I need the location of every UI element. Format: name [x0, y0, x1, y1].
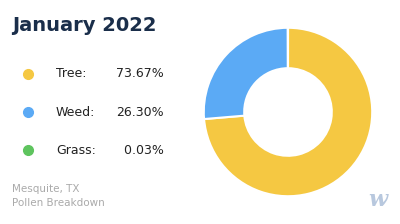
Text: 73.67%: 73.67% [116, 67, 164, 80]
Wedge shape [204, 28, 288, 119]
Text: w: w [368, 189, 388, 211]
Wedge shape [204, 28, 372, 196]
Text: Grass:: Grass: [56, 144, 96, 157]
Text: 26.30%: 26.30% [116, 106, 164, 118]
Text: 0.03%: 0.03% [116, 144, 164, 157]
Text: Tree:: Tree: [56, 67, 86, 80]
Text: Weed:: Weed: [56, 106, 95, 118]
Text: January 2022: January 2022 [12, 16, 156, 35]
Text: Mesquite, TX
Pollen Breakdown: Mesquite, TX Pollen Breakdown [12, 184, 105, 209]
